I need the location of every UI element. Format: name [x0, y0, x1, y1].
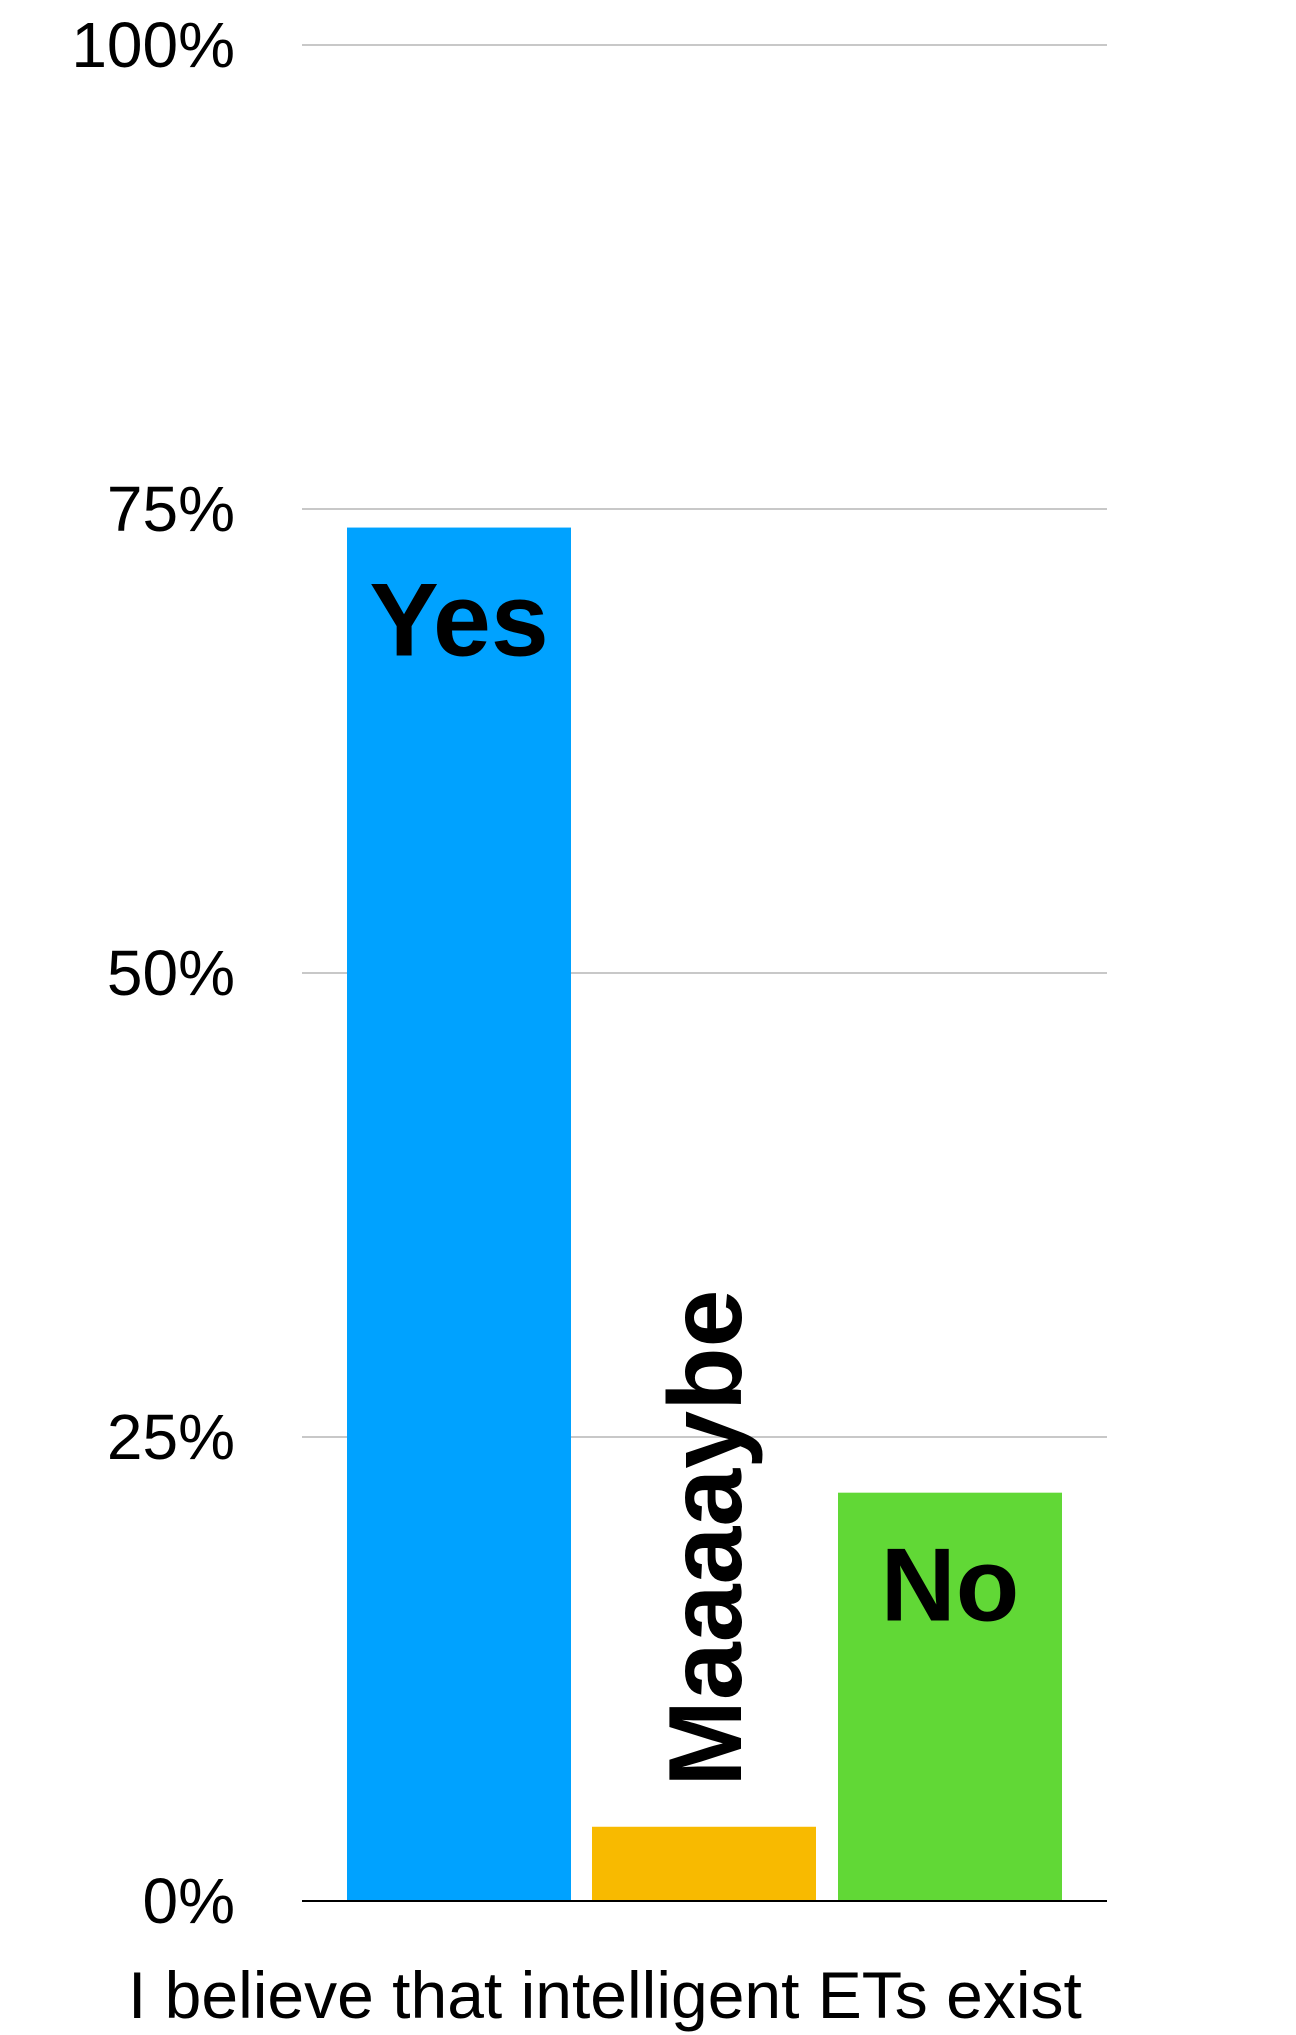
x-axis-label: I believe that intelligent ETs exist: [128, 1958, 1082, 2032]
bars: [347, 527, 1062, 1901]
bar-yes: [347, 527, 571, 1901]
y-tick-label: 0%: [143, 1865, 236, 1937]
bar-no: [838, 1492, 1062, 1901]
bar-label-maaaaybe: Maaaaybe: [648, 1290, 764, 1787]
y-axis-tick-labels: 0% 25% 50% 75% 100%: [71, 9, 235, 1937]
bar-label-no: No: [881, 1528, 1020, 1644]
bar-label-yes: Yes: [369, 563, 548, 679]
y-tick-label: 25%: [107, 1401, 235, 1473]
y-tick-label: 100%: [71, 9, 235, 81]
y-tick-label: 75%: [107, 473, 235, 545]
bar-maaaaybe: [592, 1826, 816, 1901]
bar-labels: Yes Maaaaybe No: [369, 563, 1019, 1787]
y-tick-label: 50%: [107, 937, 235, 1009]
